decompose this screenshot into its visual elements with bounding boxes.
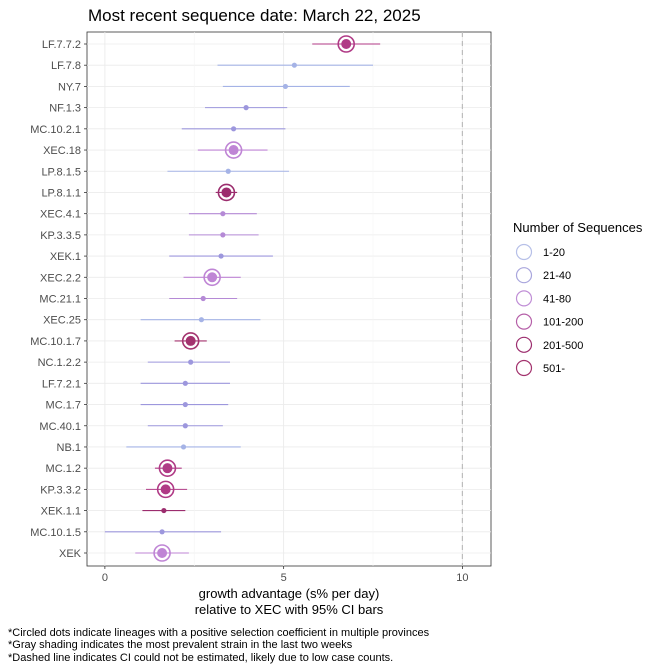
y-tick-label: XEC.4.1 [40, 209, 81, 221]
point-XEC.2.2 [207, 272, 218, 283]
y-tick-label: MC.10.1.5 [30, 527, 81, 539]
y-tick-label: XEK.1.1 [41, 506, 81, 518]
point-MC.10.1.7 [185, 335, 196, 346]
x-tick-label: 0 [102, 572, 108, 584]
data-marks [104, 35, 381, 562]
point-NC.1.2.2 [188, 359, 194, 365]
legend-key-501- [515, 359, 533, 377]
y-tick-label: XEK [59, 548, 82, 560]
y-tick-label: NF.1.3 [49, 103, 81, 115]
y-tick-label: XEK.1 [50, 251, 81, 263]
footnote-2: *Gray shading indicates the most prevale… [8, 639, 353, 651]
y-tick-label: LP.8.1.5 [41, 166, 81, 178]
x-tick-label: 10 [456, 572, 468, 584]
point-XEK.1 [218, 253, 224, 259]
point-LP.8.1.5 [225, 168, 231, 174]
y-tick-label: NC.1.2.2 [38, 357, 81, 369]
legend-label: 1-20 [543, 247, 565, 259]
y-tick-label: LF.7.2.1 [42, 378, 81, 390]
point-XEK.1.1 [161, 507, 167, 514]
point-LF.7.8 [291, 62, 297, 68]
point-XEC.18 [228, 145, 239, 156]
legend-label: 41-80 [543, 293, 571, 305]
chart-title: Most recent sequence date: March 22, 202… [88, 6, 421, 25]
point-LF.7.2.1 [182, 380, 188, 386]
legend-title: Number of Sequences [513, 220, 643, 235]
point-MC.1.2 [162, 463, 173, 474]
legend-key-41-80 [515, 290, 533, 307]
point-XEK [157, 548, 168, 558]
y-tick-label: MC.10.1.7 [30, 336, 81, 348]
point-MC.40.1 [182, 423, 188, 429]
plot-panel [86, 31, 492, 567]
y-tick-label: MC.1.2 [46, 463, 81, 475]
y-tick-label: NY.7 [58, 81, 81, 93]
y-tick-label: MC.10.2.1 [30, 124, 81, 136]
point-LF.7.7.2 [341, 39, 352, 49]
point-MC.1.7 [182, 401, 188, 408]
selection-ring-LF.7.7.2 [337, 35, 356, 53]
x-axis-ticks: 0 5 10 [102, 566, 469, 584]
legend-key-1-20 [515, 243, 533, 261]
y-tick-label: XEC.18 [43, 145, 81, 157]
y-tick-label: KP.3.3.5 [40, 230, 81, 242]
y-tick-label: XEC.25 [43, 315, 81, 327]
point-NY.7 [282, 83, 289, 90]
selection-ring-XEC.18 [224, 141, 243, 159]
x-tick-label: 5 [281, 572, 287, 584]
y-axis-labels: LF.7.7.2 LF.7.8 NY.7 NF.1.3 MC.10.2.1 XEC.18 L… [30, 39, 87, 560]
y-tick-label: NB.1 [57, 442, 81, 454]
y-tick-label: KP.3.3.2 [40, 484, 81, 496]
x-axis-title-line2: relative to XEC with 95% CI bars [195, 602, 384, 617]
point-NB.1 [180, 444, 187, 450]
selection-ring-MC.10.1.7 [181, 332, 200, 350]
legend-label: 101-200 [543, 317, 583, 329]
y-tick-label: MC.21.1 [39, 294, 81, 306]
point-KP.3.3.5 [220, 232, 226, 238]
y-tick-label: LP.8.1.1 [41, 187, 81, 199]
x-axis-title-line1: growth advantage (s% per day) [199, 586, 380, 601]
selection-ring-KP.3.3.2 [156, 480, 175, 499]
point-XEC.25 [198, 317, 205, 323]
legend-label: 21-40 [543, 270, 571, 282]
footnote-3: *Dashed line indicates CI could not be e… [8, 652, 393, 664]
selection-ring-XEK [153, 544, 171, 562]
legend-label: 501- [543, 363, 565, 375]
legend-key-101-200 [515, 313, 533, 330]
selection-ring-LP.8.1.1 [217, 183, 236, 202]
legend-key-21-40 [515, 267, 533, 284]
point-XEC.4.1 [220, 211, 226, 217]
legend-label: 201-500 [543, 340, 583, 352]
selection-ring-XEC.2.2 [203, 268, 221, 287]
footnote-1: *Circled dots indicate lineages with a p… [8, 627, 430, 639]
point-NF.1.3 [243, 105, 249, 111]
point-KP.3.3.2 [160, 484, 171, 495]
grid-lines [87, 32, 491, 566]
point-LP.8.1.1 [221, 187, 232, 198]
y-tick-label: XEC.2.2 [40, 272, 81, 284]
selection-ring-MC.1.2 [158, 459, 177, 477]
point-MC.10.2.1 [230, 126, 237, 132]
point-MC.10.1.5 [159, 529, 165, 535]
y-tick-label: LF.7.7.2 [42, 39, 81, 51]
y-tick-label: MC.1.7 [46, 400, 81, 412]
point-MC.21.1 [200, 295, 206, 302]
legend: Number of Sequences 1-20 21-40 41-80 101-20… [513, 220, 643, 377]
y-tick-label: MC.40.1 [39, 421, 81, 433]
y-tick-label: LF.7.8 [51, 60, 81, 72]
legend-key-201-500 [515, 336, 533, 353]
